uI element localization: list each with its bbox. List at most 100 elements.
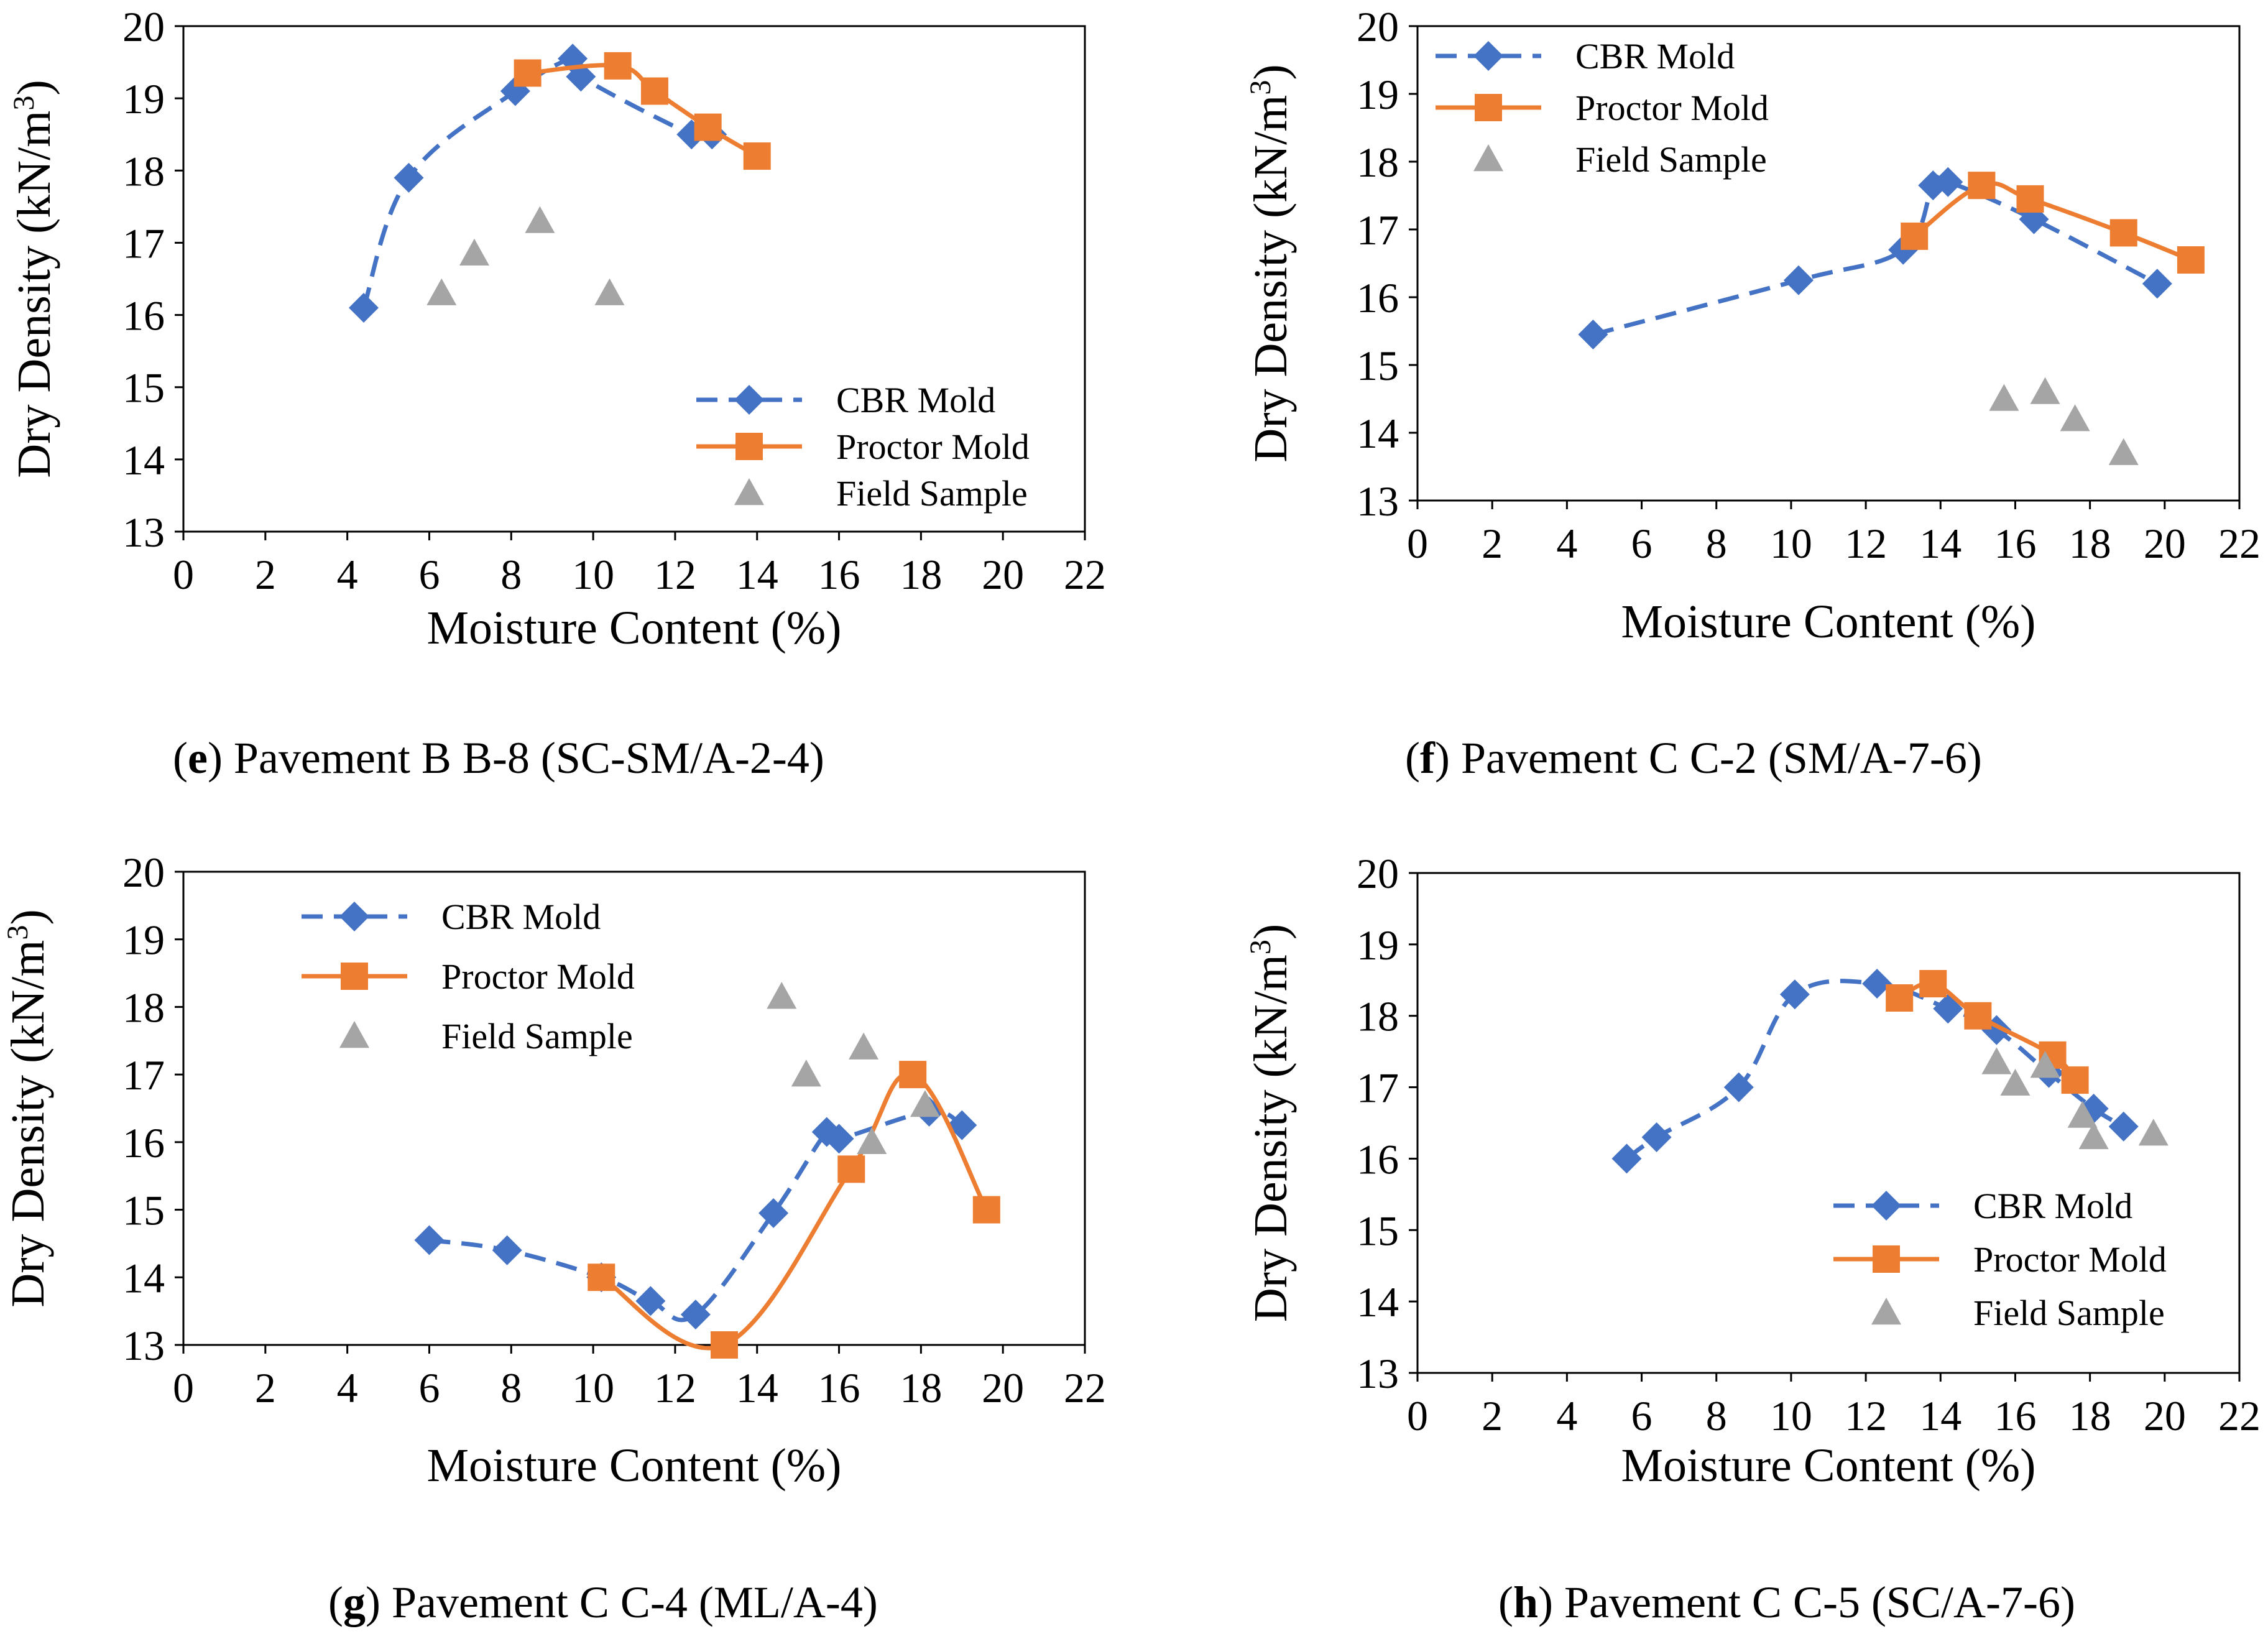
legend-label: Field Sample	[836, 473, 1028, 514]
x-tick-label: 16	[818, 1364, 860, 1411]
x-tick-label: 8	[500, 1364, 522, 1411]
caption-h-letter: h	[1513, 1577, 1539, 1627]
x-tick-label: 6	[1631, 520, 1653, 567]
x-tick-label: 6	[1631, 1392, 1653, 1439]
legend-label: CBR Mold	[441, 897, 601, 937]
y-tick-label: 13	[122, 1322, 165, 1369]
plot-frame	[1416, 872, 2241, 1374]
cbr-point	[1933, 994, 1963, 1024]
field-point	[594, 278, 625, 305]
cbr-point	[500, 76, 530, 106]
y-tick-label: 13	[1357, 478, 1399, 525]
field-point	[426, 278, 457, 305]
chart-panel-g: 0 2 4 6 8 10 12 14 16 18 20 22 13 14 15 16 17 18 19 20 Moist…	[1, 849, 1107, 1492]
cbr-point	[1611, 1143, 1642, 1174]
y-tick-label: 13	[1357, 1350, 1399, 1397]
field-point	[767, 982, 797, 1009]
field-point	[2138, 1119, 2169, 1146]
x-axis-label: Moisture Content (%)	[1621, 1439, 2035, 1492]
cbr-point	[824, 1124, 854, 1154]
proctor-point	[2061, 1066, 2089, 1094]
field-point	[2030, 377, 2060, 404]
y-tick-label: 20	[122, 3, 165, 50]
x-tick-label: 20	[2144, 1392, 2186, 1439]
y-axis-label-sup: 3	[1244, 940, 1277, 954]
x-tick-label: 10	[1770, 520, 1812, 567]
cbr-line	[1592, 174, 2159, 337]
y-tick-label: 19	[1357, 921, 1399, 969]
legend-marker	[735, 433, 763, 460]
legend-item: Proctor Mold	[696, 427, 1030, 467]
chart-panel-f: 0 2 4 6 8 10 12 14 16 18 20 22 13 14 15 16 17 18 19 20 Moist…	[1244, 3, 2261, 648]
x-tick-label: 0	[1407, 520, 1428, 567]
cbr-point	[635, 1286, 666, 1316]
y-tick-label: 19	[122, 75, 165, 122]
legend-item: CBR Mold	[302, 897, 601, 937]
cbr-point	[349, 292, 379, 323]
legend-item: Field Sample	[734, 473, 1028, 514]
x-tick-label: 0	[173, 1364, 194, 1411]
legend-label: Field Sample	[1973, 1293, 2165, 1333]
x-tick-label: 4	[1556, 520, 1577, 567]
x-tick-label: 2	[1482, 1392, 1503, 1439]
x-tick-label: 18	[900, 551, 942, 598]
cbr-point	[414, 1225, 445, 1255]
field-point	[2000, 1068, 2031, 1096]
legend-item: Proctor Mold	[1833, 1239, 2167, 1280]
y-tick-label: 19	[1357, 71, 1399, 118]
y-axis-label: Dry Density (kN/m3)	[7, 80, 61, 478]
y-tick-label: 18	[1357, 139, 1399, 186]
x-tick-label: 16	[1994, 520, 2036, 567]
x-tick-label: 12	[1845, 520, 1887, 567]
legend-label: Field Sample	[1575, 139, 1767, 180]
legend-marker	[734, 478, 764, 506]
legend-label: Proctor Mold	[1575, 88, 1769, 128]
y-tick-label: 16	[1357, 274, 1399, 321]
x-tick-label: 18	[2069, 520, 2111, 567]
legend-marker	[1475, 94, 1502, 121]
y-tick-label: 20	[122, 849, 165, 896]
y-tick-label: 18	[122, 147, 165, 195]
y-tick-label: 20	[1357, 3, 1399, 50]
x-tick-label: 22	[2218, 520, 2261, 567]
x-tick-label: 14	[736, 551, 778, 598]
cbr-point	[758, 1198, 789, 1229]
legend-marker	[1871, 1191, 1901, 1221]
caption-h-text: ) Pavement C C-5 (SC/A-7-6)	[1538, 1577, 2075, 1627]
y-tick-label: 19	[122, 917, 165, 964]
y-tick-label: 15	[122, 1187, 165, 1234]
proctor-point	[694, 113, 722, 141]
x-tick-label: 12	[654, 1364, 696, 1411]
proctor-point	[604, 52, 632, 80]
x-tick-label: 10	[572, 551, 614, 598]
legend-item: Proctor Mold	[302, 956, 635, 997]
x-tick-label: 0	[1407, 1392, 1428, 1439]
field-point	[857, 1127, 887, 1155]
y-axis-label-main: Dry Density (kN/m	[1245, 954, 1297, 1322]
y-tick-label: 14	[1357, 410, 1399, 457]
legend-marker	[339, 1021, 369, 1048]
x-tick-label: 22	[2218, 1392, 2261, 1439]
legend-label: CBR Mold	[1973, 1186, 2132, 1226]
y-axis-label-sup: 3	[1244, 80, 1277, 95]
field-point	[791, 1060, 821, 1087]
cbr-point	[1862, 969, 1892, 999]
legend-item: CBR Mold	[1833, 1186, 2132, 1226]
cbr-point	[1578, 319, 1608, 349]
y-axis-label-close: )	[1245, 64, 1297, 80]
x-tick-label: 4	[337, 1364, 358, 1411]
y-tick-label: 18	[1357, 993, 1399, 1040]
field-point	[910, 1090, 940, 1117]
field-point	[1989, 384, 2019, 411]
cbr-point	[2142, 269, 2172, 299]
x-tick-label: 0	[173, 551, 194, 598]
x-tick-label: 14	[736, 1364, 778, 1411]
y-axis-label-sup: 3	[1, 925, 34, 940]
y-tick-label: 20	[1357, 850, 1399, 897]
cbr-point	[1723, 1072, 1754, 1102]
plot-frame	[182, 870, 1086, 1346]
chart-panel-e: 0 2 4 6 8 10 12 14 16 18 20 22 13 14 15 16 17 18 19 20 Moist…	[7, 3, 1107, 654]
x-tick-label: 20	[2144, 520, 2186, 567]
y-tick-label: 15	[1357, 1207, 1399, 1254]
